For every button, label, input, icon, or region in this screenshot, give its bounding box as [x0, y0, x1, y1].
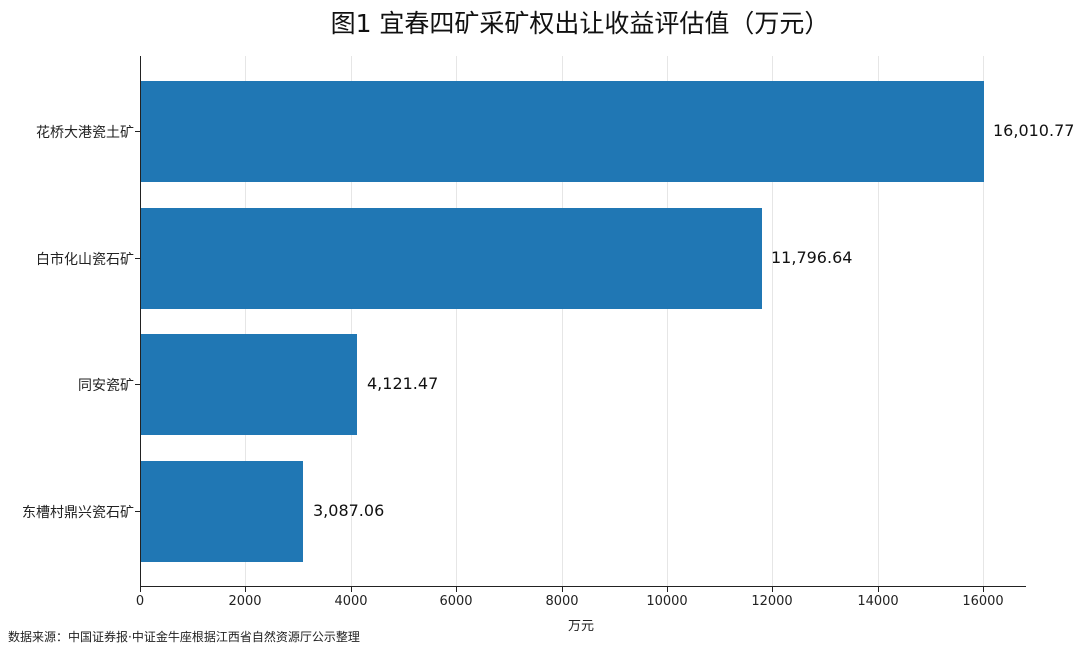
source-note: 数据来源：中国证券报·中证金牛座根据江西省自然资源厅公示整理 — [8, 630, 360, 644]
x-tick-label: 8000 — [545, 594, 579, 609]
y-tick — [135, 131, 140, 132]
y-tick — [135, 258, 140, 259]
gridline — [245, 56, 246, 586]
bar-tongan — [141, 334, 357, 435]
x-axis-title: 万元 — [568, 619, 595, 634]
x-tick-label: 12000 — [751, 594, 793, 609]
x-tick-label: 10000 — [646, 594, 688, 609]
x-tick — [245, 587, 246, 592]
value-label: 11,796.64 — [771, 248, 853, 267]
bar-baishi — [141, 208, 762, 309]
bar-huaqiao — [141, 81, 984, 182]
x-tick-label: 2000 — [228, 594, 262, 609]
y-axis — [140, 56, 141, 587]
x-tick — [878, 587, 879, 592]
y-tick — [135, 384, 140, 385]
y-tick-label: 东槽村鼎兴瓷石矿 — [22, 505, 134, 521]
x-tick — [140, 587, 141, 592]
x-axis — [140, 586, 1026, 587]
gridline — [983, 56, 984, 586]
value-label: 3,087.06 — [313, 501, 385, 520]
value-label: 4,121.47 — [367, 374, 439, 393]
gridline — [456, 56, 457, 586]
x-tick-label: 6000 — [439, 594, 473, 609]
gridline — [562, 56, 563, 586]
x-tick — [562, 587, 563, 592]
y-tick-label: 同安瓷矿 — [78, 378, 134, 394]
gridline — [878, 56, 879, 586]
y-tick — [135, 511, 140, 512]
chart-title: 图1 宜春四矿采矿权出让收益评估值（万元） — [330, 9, 830, 38]
x-tick — [456, 587, 457, 592]
gridline — [351, 56, 352, 586]
x-tick-label: 16000 — [962, 594, 1004, 609]
x-tick-label: 14000 — [857, 594, 899, 609]
value-label: 16,010.77 — [993, 121, 1075, 140]
x-tick — [772, 587, 773, 592]
y-tick-label: 花桥大港瓷土矿 — [36, 125, 134, 141]
x-tick-label: 4000 — [334, 594, 368, 609]
x-tick — [983, 587, 984, 592]
gridline — [772, 56, 773, 586]
gridline — [667, 56, 668, 586]
y-tick-label: 白市化山瓷石矿 — [36, 252, 134, 268]
x-tick — [667, 587, 668, 592]
bar-dongcao — [141, 461, 303, 562]
x-tick — [351, 587, 352, 592]
x-tick-label: 0 — [135, 594, 145, 609]
